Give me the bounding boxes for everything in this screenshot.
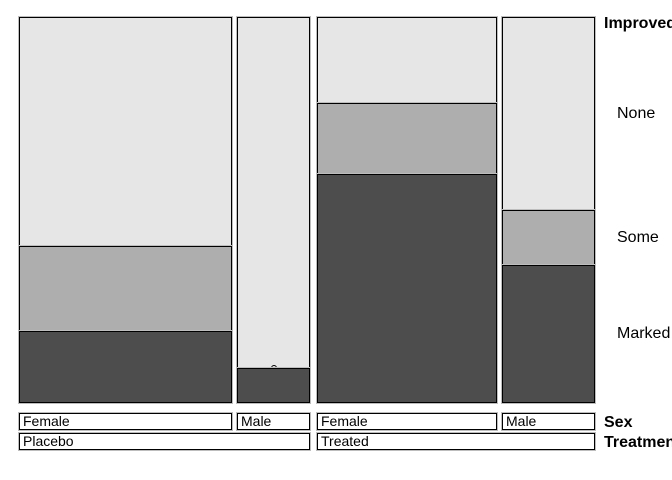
mosaic-cell-treated-female-marked [317, 174, 497, 403]
mosaic-cell-placebo-female-some [19, 246, 232, 331]
treatment-box-treated: Treated [317, 433, 595, 450]
treatment-axis-title: Treatment [604, 434, 672, 451]
mosaic-cell-placebo-female-none [19, 17, 232, 246]
mosaic-cell-placebo-female-marked [19, 331, 232, 403]
mosaic-cell-treated-female-none [317, 17, 497, 103]
mosaic-cell-treated-male-marked [502, 265, 595, 403]
improved-level-label-some: Some [617, 229, 659, 246]
sex-box-treated-female: Female [317, 413, 497, 430]
mosaic-cell-treated-male-none [502, 17, 595, 210]
sex-box-placebo-female: Female [19, 413, 232, 430]
mosaic-cell-placebo-male-marked [237, 368, 310, 403]
mosaic-cell-treated-male-some [502, 210, 595, 265]
mosaic-cell-treated-female-some [317, 103, 497, 174]
improved-axis-title: Improved [604, 15, 672, 32]
sex-box-treated-male: Male [502, 413, 595, 430]
sex-axis-title: Sex [604, 414, 633, 431]
sex-box-placebo-male: Male [237, 413, 310, 430]
mosaic-cell-placebo-male-none [237, 17, 310, 368]
improved-level-label-marked: Marked [617, 325, 671, 342]
improved-level-label-none: None [617, 105, 656, 122]
treatment-box-placebo: Placebo [19, 433, 310, 450]
